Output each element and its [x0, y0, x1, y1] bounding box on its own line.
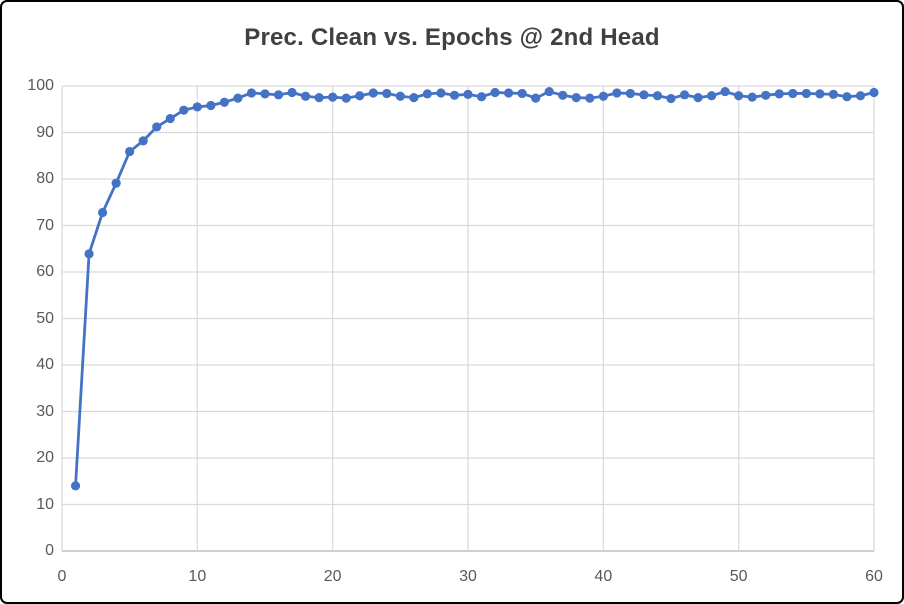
data-point-marker — [138, 136, 148, 146]
data-point-marker — [436, 88, 446, 98]
data-point-marker — [70, 481, 81, 491]
data-point-marker — [531, 93, 541, 103]
data-point-marker — [111, 178, 121, 188]
data-point-marker — [219, 97, 229, 107]
data-point-marker — [449, 90, 460, 100]
data-point-marker — [815, 89, 825, 99]
y-axis-tick-label: 0 — [45, 542, 54, 559]
data-point-marker — [788, 88, 798, 99]
x-axis-tick-label: 60 — [865, 568, 883, 585]
data-point-marker — [152, 122, 162, 132]
data-point-marker — [801, 88, 811, 99]
y-axis-tick-label: 90 — [36, 123, 54, 141]
data-point-marker — [625, 88, 636, 99]
data-point-marker — [747, 92, 757, 102]
data-point-marker — [246, 88, 257, 98]
data-point-marker — [301, 91, 311, 101]
data-point-marker — [314, 93, 324, 103]
data-point-marker — [382, 88, 392, 99]
data-point-marker — [585, 93, 595, 103]
data-point-marker — [273, 90, 284, 100]
x-axis-tick-label: 40 — [594, 568, 613, 585]
data-point-marker — [652, 91, 663, 101]
data-point-marker — [98, 207, 108, 218]
x-axis-tick-label: 30 — [459, 568, 477, 585]
data-point-marker — [287, 87, 297, 98]
data-point-marker — [260, 89, 270, 99]
data-point-marker — [422, 89, 432, 99]
plot-area — [61, 85, 879, 552]
data-point-marker — [192, 102, 202, 112]
data-point-marker — [504, 88, 514, 98]
data-point-marker — [693, 93, 703, 103]
y-axis-tick-label: 50 — [36, 309, 54, 327]
data-point-marker — [869, 87, 879, 98]
chart-title: Prec. Clean vs. Epochs @ 2nd Head — [244, 24, 660, 51]
data-point-marker — [679, 90, 690, 100]
y-axis-tick-label: 70 — [36, 216, 54, 234]
x-axis-tick-label: 50 — [729, 568, 748, 585]
data-point-marker — [734, 91, 744, 101]
data-point-marker — [395, 91, 405, 101]
data-point-marker — [828, 89, 839, 99]
data-point-marker — [206, 100, 216, 111]
data-point-marker — [84, 249, 94, 259]
data-point-marker — [720, 86, 730, 97]
data-point-marker — [165, 113, 175, 124]
y-axis-tick-label: 20 — [36, 449, 54, 466]
data-point-marker — [490, 87, 500, 98]
data-point-marker — [179, 105, 189, 115]
y-axis-tick-label: 80 — [36, 170, 54, 187]
data-point-marker — [639, 90, 649, 100]
data-point-marker — [463, 89, 473, 99]
y-axis-tick-label: 10 — [36, 495, 54, 513]
y-axis-tick-label: 30 — [36, 402, 54, 420]
data-point-marker — [355, 91, 365, 101]
y-axis-tick-label: 40 — [36, 356, 54, 373]
data-point-marker — [328, 92, 338, 102]
x-axis-tick-label: 10 — [188, 568, 207, 585]
data-point-marker — [666, 93, 676, 104]
y-axis-tick-label: 60 — [36, 263, 54, 280]
x-axis-tick-label: 20 — [323, 568, 342, 585]
data-point-marker — [598, 91, 608, 101]
data-point-marker — [842, 92, 852, 102]
data-point-marker — [125, 146, 135, 157]
data-point-marker — [341, 93, 351, 103]
data-point-marker — [571, 93, 581, 103]
x-axis-tick-label: 0 — [57, 568, 67, 585]
data-point-marker — [517, 88, 527, 99]
data-point-marker — [368, 88, 378, 98]
data-point-marker — [558, 90, 568, 100]
series-line — [74, 90, 876, 488]
line-chart — [61, 85, 879, 552]
data-point-marker — [544, 86, 554, 97]
data-point-marker — [476, 92, 487, 102]
y-axis-tick-label: 100 — [27, 77, 54, 94]
data-point-marker — [707, 91, 717, 101]
data-point-marker — [774, 89, 784, 99]
data-point-marker — [612, 88, 622, 98]
data-point-marker — [855, 91, 866, 101]
data-point-marker — [233, 93, 243, 103]
data-point-marker — [409, 93, 419, 103]
data-point-marker — [761, 90, 771, 100]
